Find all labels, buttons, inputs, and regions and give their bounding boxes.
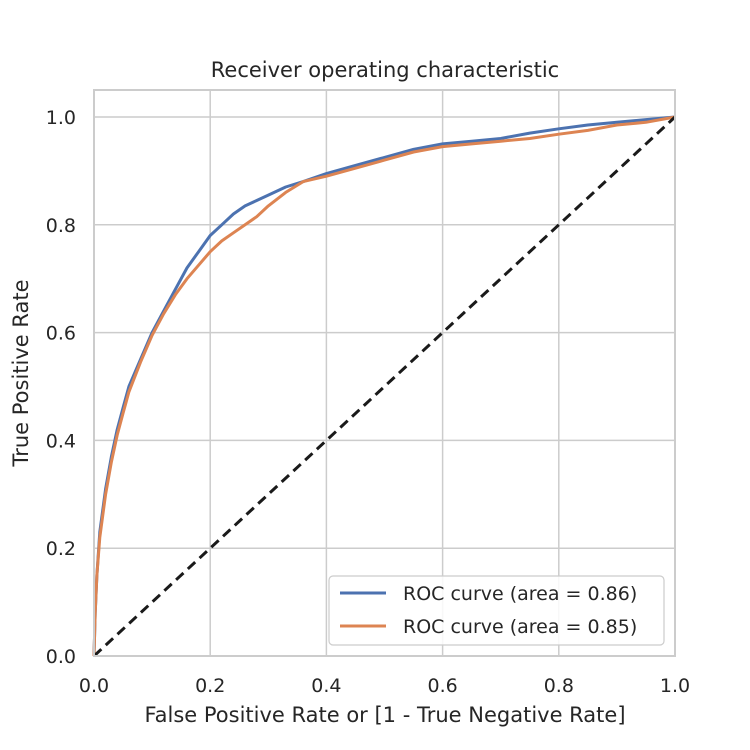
legend-label-series-1: ROC curve (area = 0.86) <box>403 583 637 605</box>
x-tick-label: 0.0 <box>79 675 109 697</box>
y-tick-label: 0.4 <box>46 430 76 452</box>
y-tick-label: 0.2 <box>46 538 76 560</box>
diagonal-reference-line <box>92 115 677 658</box>
x-tick-label: 0.8 <box>544 675 574 697</box>
tick-labels: 0.0 0.2 0.4 0.6 0.8 1.0 0.0 0.2 0.4 0.6 0.8 1.0 <box>46 107 690 697</box>
y-tick-label: 0.0 <box>46 646 76 668</box>
series-layer <box>92 115 677 658</box>
y-axis-label: True Positive Rate <box>9 279 33 467</box>
roc-curve-line-2 <box>92 115 676 657</box>
x-tick-label: 0.4 <box>311 675 341 697</box>
plot-frame <box>93 89 676 657</box>
y-tick-label: 0.8 <box>46 215 76 237</box>
legend-box <box>328 575 665 646</box>
x-tick-label: 1.0 <box>660 675 690 697</box>
y-tick-label: 0.6 <box>46 323 76 345</box>
x-tick-label: 0.2 <box>195 675 225 697</box>
y-tick-label: 1.0 <box>46 107 76 129</box>
grid-lines <box>93 90 676 657</box>
legend: ROC curve (area = 0.86) ROC curve (area … <box>328 575 665 646</box>
legend-label-series-2: ROC curve (area = 0.85) <box>403 616 637 638</box>
chart-title: Receiver operating characteristic <box>211 58 559 82</box>
x-axis-label: False Positive Rate or [1 - True Negativ… <box>144 703 625 727</box>
x-tick-label: 0.6 <box>427 675 457 697</box>
